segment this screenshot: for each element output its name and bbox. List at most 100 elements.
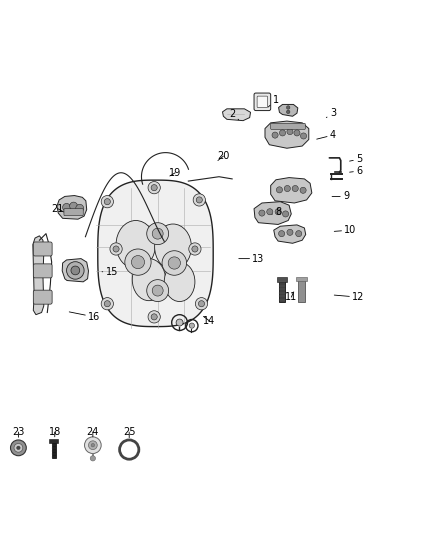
Circle shape	[287, 128, 293, 135]
Bar	[298, 278, 305, 302]
Circle shape	[125, 249, 151, 275]
Text: 11: 11	[285, 292, 297, 302]
Circle shape	[275, 209, 281, 215]
Circle shape	[286, 110, 290, 114]
Circle shape	[11, 440, 26, 456]
Text: 2: 2	[229, 109, 239, 120]
Text: 16: 16	[69, 312, 100, 322]
Text: 5: 5	[350, 154, 362, 164]
Text: 23: 23	[12, 427, 25, 437]
Text: 9: 9	[332, 191, 349, 201]
Circle shape	[286, 106, 290, 109]
Circle shape	[104, 199, 110, 205]
Polygon shape	[57, 196, 87, 219]
Text: 18: 18	[49, 427, 61, 437]
Circle shape	[198, 301, 205, 307]
Polygon shape	[274, 225, 306, 243]
Text: 4: 4	[317, 130, 336, 140]
Circle shape	[63, 204, 71, 211]
Circle shape	[151, 314, 157, 320]
Ellipse shape	[155, 224, 191, 270]
Circle shape	[195, 297, 208, 310]
Text: 14: 14	[203, 316, 215, 326]
Circle shape	[148, 311, 160, 323]
Bar	[49, 439, 58, 443]
FancyBboxPatch shape	[33, 290, 52, 304]
Circle shape	[300, 187, 306, 193]
Circle shape	[193, 194, 205, 206]
Text: 10: 10	[334, 225, 357, 235]
Polygon shape	[98, 180, 213, 327]
Circle shape	[272, 132, 278, 138]
Circle shape	[88, 441, 97, 449]
Polygon shape	[279, 104, 298, 116]
Circle shape	[71, 266, 80, 275]
Circle shape	[147, 223, 169, 245]
Text: 8: 8	[272, 207, 281, 217]
Text: 15: 15	[102, 266, 118, 277]
Circle shape	[91, 443, 95, 447]
FancyBboxPatch shape	[257, 96, 268, 108]
Text: 19: 19	[169, 168, 181, 178]
Circle shape	[152, 285, 163, 296]
Text: 25: 25	[123, 427, 135, 438]
Polygon shape	[62, 259, 88, 282]
Ellipse shape	[164, 262, 195, 302]
Circle shape	[296, 231, 302, 237]
Circle shape	[90, 456, 95, 461]
Circle shape	[279, 130, 286, 136]
Text: 13: 13	[239, 254, 265, 264]
FancyBboxPatch shape	[254, 93, 271, 110]
Circle shape	[151, 184, 157, 191]
Circle shape	[176, 319, 183, 326]
Circle shape	[104, 301, 110, 307]
Polygon shape	[33, 236, 44, 314]
Circle shape	[287, 229, 293, 236]
Polygon shape	[254, 201, 291, 224]
Circle shape	[101, 196, 113, 208]
FancyBboxPatch shape	[33, 242, 52, 256]
Circle shape	[189, 323, 194, 328]
Circle shape	[14, 443, 23, 452]
Circle shape	[300, 133, 307, 139]
Text: 3: 3	[326, 108, 336, 118]
Circle shape	[152, 228, 163, 239]
Polygon shape	[265, 121, 309, 148]
Text: 12: 12	[334, 292, 364, 302]
Circle shape	[131, 255, 145, 269]
Circle shape	[67, 262, 84, 279]
Bar	[277, 278, 287, 282]
Circle shape	[284, 185, 290, 191]
Circle shape	[168, 257, 180, 269]
Bar	[52, 440, 56, 458]
Polygon shape	[223, 109, 251, 120]
Circle shape	[259, 210, 265, 216]
Circle shape	[85, 437, 101, 454]
Circle shape	[294, 130, 300, 136]
Polygon shape	[271, 177, 312, 203]
Circle shape	[279, 231, 285, 237]
Circle shape	[70, 202, 78, 210]
Circle shape	[267, 209, 273, 215]
Circle shape	[147, 280, 169, 302]
Bar	[279, 279, 285, 302]
FancyBboxPatch shape	[64, 209, 83, 216]
Text: 1: 1	[268, 95, 279, 107]
Bar	[296, 277, 307, 281]
FancyBboxPatch shape	[271, 123, 305, 130]
Text: 6: 6	[350, 166, 362, 176]
Circle shape	[276, 187, 283, 193]
Circle shape	[17, 446, 20, 449]
Circle shape	[162, 251, 187, 275]
Circle shape	[110, 243, 122, 255]
Circle shape	[283, 211, 289, 217]
Ellipse shape	[116, 221, 155, 269]
Circle shape	[76, 204, 84, 212]
Text: 21: 21	[52, 204, 64, 214]
Text: 20: 20	[217, 151, 230, 161]
Circle shape	[192, 246, 198, 252]
Ellipse shape	[132, 259, 166, 301]
FancyBboxPatch shape	[33, 264, 52, 278]
Circle shape	[189, 243, 201, 255]
Circle shape	[196, 197, 202, 203]
